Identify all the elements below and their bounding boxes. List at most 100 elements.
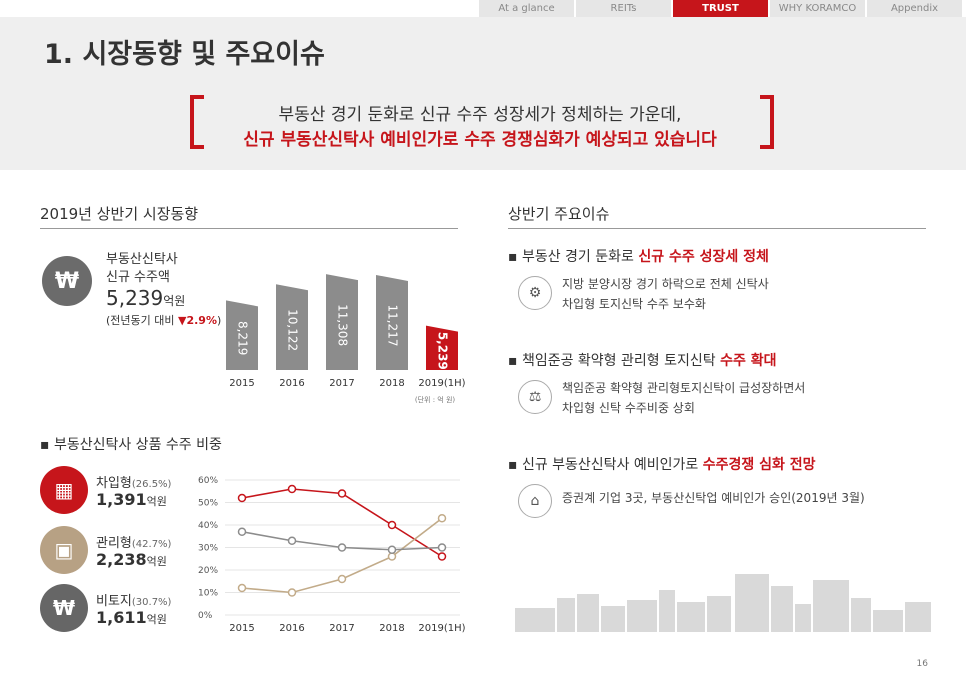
y-tick-label: 20% <box>198 566 218 576</box>
series-point-비토지 <box>387 545 397 554</box>
y-tick-label: 40% <box>198 521 218 531</box>
product-amount: 1,611억원 <box>96 608 167 627</box>
page-number: 16 <box>916 659 928 669</box>
issue-heading-highlight: 신규 수주 성장세 정체 <box>638 249 769 265</box>
product-pct: (26.5%) <box>131 479 172 490</box>
bar-2018 <box>376 274 408 370</box>
issue-heading-text: 책임준공 확약형 관리형 토지신탁 <box>521 353 721 369</box>
issue-detail-line: 지방 분양시장 경기 하락으로 전체 신탁사 <box>562 277 769 291</box>
left-bracket <box>190 95 204 149</box>
y-tick-label: 30% <box>198 544 218 554</box>
bar-category-label: 2018 <box>379 378 404 389</box>
series-point-차입형 <box>437 552 447 561</box>
tab-at-a-glance[interactable]: At a glance <box>479 0 574 17</box>
bar-2016 <box>276 284 308 370</box>
series-point-관리형 <box>337 574 347 584</box>
tab-appendix[interactable]: Appendix <box>867 0 962 17</box>
orders-yoy: (전년동기 대비 ▼2.9%) <box>106 312 221 328</box>
series-point-관리형 <box>437 514 447 523</box>
issue-heading-highlight: 수주 확대 <box>720 353 777 369</box>
right-section-title: 상반기 주요이슈 <box>508 205 610 223</box>
orders-bar-chart: 8,219 2015 10,122 2016 11,308 2017 11,217 2018 5… <box>226 274 466 404</box>
issue-detail-line: 책임준공 확약형 관리형토지신탁이 급성장하면서 <box>562 381 806 395</box>
product-amount-value: 1,391 <box>96 490 147 509</box>
tab-why-koramco[interactable]: WHY KORAMCO <box>770 0 865 17</box>
y-tick-label: 50% <box>198 499 218 509</box>
bar-category-label: 2015 <box>229 378 254 389</box>
product-pct: (30.7%) <box>131 597 172 608</box>
building-approve-icon: ⌂ <box>518 484 552 518</box>
top-nav: At a glance REITs TRUST WHY KORAMCO Appe… <box>477 0 962 17</box>
yoy-prefix: (전년동기 대비 <box>106 314 175 327</box>
product-name: 관리형(42.7%) <box>96 532 171 551</box>
right-bracket <box>760 95 774 149</box>
bar-category-label: 2017 <box>329 378 354 389</box>
orders-unit: 억원 <box>163 294 186 308</box>
tab-trust[interactable]: TRUST <box>673 0 768 17</box>
product-name-text: 비토지 <box>96 594 132 609</box>
right-section-divider <box>508 228 926 229</box>
banner-line-2: 신규 부동산신탁사 예비인가로 수주 경쟁심화가 예상되고 있습니다 <box>243 130 717 150</box>
left-section-title: 2019년 상반기 시장동향 <box>40 205 199 223</box>
won-cycle-icon: ₩ <box>40 584 88 632</box>
issue-detail-line: 차입형 신탁 수주비중 상회 <box>562 401 695 415</box>
yoy-suffix: ) <box>216 314 222 327</box>
yoy-value: ▼2.9% <box>178 314 217 327</box>
series-point-차입형 <box>287 484 297 494</box>
page-title: 1. 시장동향 및 주요이슈 <box>44 39 325 70</box>
x-tick-label: 2018 <box>379 623 404 634</box>
product-amount-value: 1,611 <box>96 608 147 627</box>
city-skyline-image <box>515 574 931 632</box>
gear-icon: ⚙ <box>518 276 552 310</box>
left-section-divider <box>40 228 458 229</box>
bar-value-label: 5,239 <box>436 332 450 370</box>
issue-heading-text: 신규 부동산신탁사 예비인가로 <box>521 457 703 473</box>
x-tick-label: 2017 <box>329 623 354 634</box>
series-point-비토지 <box>237 527 247 536</box>
product-name-text: 관리형 <box>96 536 132 551</box>
tab-reits[interactable]: REITs <box>576 0 671 17</box>
product-name: 차입형(26.5%) <box>96 472 171 491</box>
header-band <box>0 17 966 170</box>
unit-note: (단위 : 억 원) <box>415 395 456 404</box>
bar-category-label: 2016 <box>279 378 304 389</box>
orders-label-2: 신규 수주액 <box>106 270 170 285</box>
product-amount-unit: 억원 <box>146 613 167 626</box>
x-tick-label: 2019(1H) <box>418 623 465 634</box>
product-amount-value: 2,238 <box>96 550 147 569</box>
y-tick-label: 10% <box>198 589 218 599</box>
bar-value-label: 11,308 <box>336 304 350 346</box>
money-bag-icon: ₩ <box>42 256 92 306</box>
issue-heading: ▪ 책임준공 확약형 관리형 토지신탁 수주 확대 <box>508 353 777 369</box>
product-name-text: 차입형 <box>96 476 132 491</box>
product-amount: 1,391억원 <box>96 490 167 509</box>
bar-value-label: 10,122 <box>286 309 300 351</box>
issue-detail-line: 증권계 기업 3곳, 부동산신탁업 예비인가 승인(2019년 3월) <box>562 491 865 505</box>
series-point-관리형 <box>287 588 297 597</box>
product-amount-unit: 억원 <box>146 555 167 568</box>
y-tick-label: 60% <box>198 476 218 486</box>
orders-amount: 5,239 <box>106 286 164 310</box>
bar-2015 <box>226 300 258 370</box>
bar-value-label: 11,217 <box>386 304 400 346</box>
product-section-title: ▪ 부동산신탁사 상품 수주 비중 <box>40 437 222 453</box>
product-title-text: 부동산신탁사 상품 수주 비중 <box>53 437 222 453</box>
series-point-비토지 <box>287 536 297 545</box>
money-icon: ▣ <box>40 526 88 574</box>
product-amount: 2,238억원 <box>96 550 167 569</box>
series-point-비토지 <box>337 543 347 552</box>
issue-heading: ▪ 신규 부동산신탁사 예비인가로 수주경쟁 심화 전망 <box>508 457 816 473</box>
series-point-차입형 <box>387 520 397 530</box>
issue-heading: ▪ 부동산 경기 둔화로 신규 수주 성장세 정체 <box>508 249 769 265</box>
series-point-비토지 <box>437 543 447 552</box>
bar-2017 <box>326 274 358 370</box>
series-point-관리형 <box>387 552 397 561</box>
product-name: 비토지(30.7%) <box>96 590 171 609</box>
y-tick-label: 0% <box>198 611 213 621</box>
x-tick-label: 2015 <box>229 623 254 634</box>
bar-2019(1H) <box>426 325 458 370</box>
issue-heading-highlight: 수주경쟁 심화 전망 <box>702 457 816 473</box>
orders-value: 5,239억원 <box>106 286 185 310</box>
product-amount-unit: 억원 <box>146 495 167 508</box>
orders-label-1: 부동산신탁사 <box>106 252 178 267</box>
